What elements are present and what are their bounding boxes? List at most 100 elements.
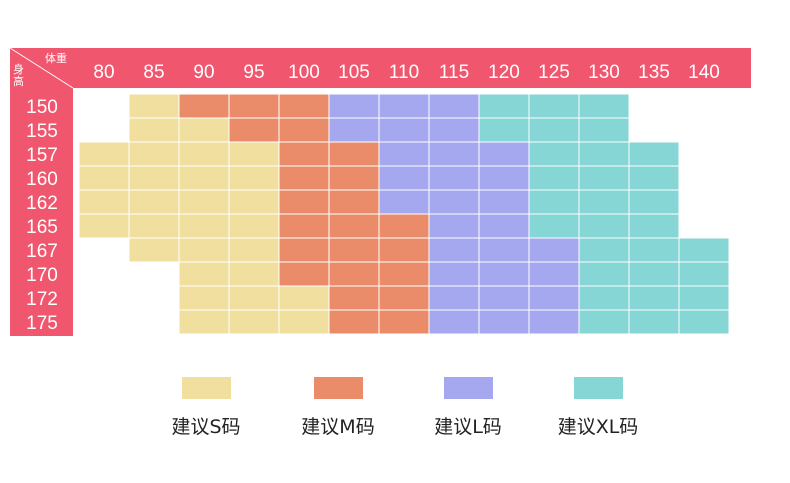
cell-165-115-l — [428, 213, 480, 239]
cell-165-85-s — [128, 213, 180, 239]
weight-label-105: 105 — [338, 62, 370, 83]
cell-167-100-m — [278, 237, 330, 263]
cell-167-110-m — [378, 237, 430, 263]
cell-165-95-s — [228, 213, 280, 239]
cell-167-105-m — [328, 237, 380, 263]
cell-167-140-xl — [678, 237, 730, 263]
cell-157-90-s — [178, 141, 230, 167]
height-label-170: 170 — [26, 265, 58, 286]
weight-label-125: 125 — [538, 62, 570, 83]
cell-175-115-l — [428, 309, 480, 335]
cell-170-100-m — [278, 261, 330, 287]
cell-167-130-xl — [578, 237, 630, 263]
cell-162-115-l — [428, 189, 480, 215]
cell-150-130-xl — [578, 93, 630, 119]
cell-175-130-xl — [578, 309, 630, 335]
cell-160-135-xl — [628, 165, 680, 191]
height-label-160: 160 — [26, 169, 58, 190]
cell-167-115-l — [428, 237, 480, 263]
cell-160-125-xl — [528, 165, 580, 191]
cell-165-110-m — [378, 213, 430, 239]
cell-155-85-s — [128, 117, 180, 143]
cell-157-115-l — [428, 141, 480, 167]
cell-172-110-m — [378, 285, 430, 311]
cell-170-110-m — [378, 261, 430, 287]
cell-150-105-l — [328, 93, 380, 119]
cell-167-85-s — [128, 237, 180, 263]
cell-175-120-l — [478, 309, 530, 335]
cell-167-125-l — [528, 237, 580, 263]
cell-155-115-l — [428, 117, 480, 143]
cell-165-100-m — [278, 213, 330, 239]
cell-160-115-l — [428, 165, 480, 191]
cell-167-135-xl — [628, 237, 680, 263]
height-label-162: 162 — [26, 193, 58, 214]
cell-160-130-xl — [578, 165, 630, 191]
cell-170-115-l — [428, 261, 480, 287]
cell-157-100-m — [278, 141, 330, 167]
height-label-155: 155 — [26, 121, 58, 142]
cell-172-140-xl — [678, 285, 730, 311]
cell-165-125-xl — [528, 213, 580, 239]
cell-172-125-l — [528, 285, 580, 311]
cell-160-85-s — [128, 165, 180, 191]
cell-172-135-xl — [628, 285, 680, 311]
cell-150-90-m — [178, 93, 230, 119]
corner-divider — [9, 47, 74, 89]
cell-155-125-xl — [528, 117, 580, 143]
cell-165-130-xl — [578, 213, 630, 239]
weight-label-95: 95 — [243, 62, 264, 83]
cell-167-90-s — [178, 237, 230, 263]
cell-162-90-s — [178, 189, 230, 215]
cell-155-110-l — [378, 117, 430, 143]
corner-height-char-2: 高 — [13, 74, 24, 88]
cell-157-95-s — [228, 141, 280, 167]
cell-162-105-m — [328, 189, 380, 215]
cell-160-110-l — [378, 165, 430, 191]
weight-label-140: 140 — [688, 62, 720, 83]
cell-150-125-xl — [528, 93, 580, 119]
corner-weight-label: 体重 — [45, 51, 67, 65]
cell-165-90-s — [178, 213, 230, 239]
cell-160-80-s — [78, 165, 130, 191]
cell-162-130-xl — [578, 189, 630, 215]
cell-157-130-xl — [578, 141, 630, 167]
cell-155-100-m — [278, 117, 330, 143]
cell-172-100-s — [278, 285, 330, 311]
cell-170-135-xl — [628, 261, 680, 287]
cell-162-80-s — [78, 189, 130, 215]
cell-172-105-m — [328, 285, 380, 311]
cell-172-130-xl — [578, 285, 630, 311]
cell-150-85-s — [128, 93, 180, 119]
cell-160-100-m — [278, 165, 330, 191]
cell-157-125-xl — [528, 141, 580, 167]
cell-162-110-l — [378, 189, 430, 215]
height-label-157: 157 — [26, 145, 58, 166]
cell-165-135-xl — [628, 213, 680, 239]
height-label-172: 172 — [26, 289, 58, 310]
cell-170-130-xl — [578, 261, 630, 287]
cell-162-95-s — [228, 189, 280, 215]
cell-157-110-l — [378, 141, 430, 167]
cell-172-120-l — [478, 285, 530, 311]
cell-150-115-l — [428, 93, 480, 119]
cell-170-125-l — [528, 261, 580, 287]
cell-175-140-xl — [678, 309, 730, 335]
cell-162-135-xl — [628, 189, 680, 215]
cell-150-120-xl — [478, 93, 530, 119]
cell-162-120-l — [478, 189, 530, 215]
cell-157-85-s — [128, 141, 180, 167]
cell-157-105-m — [328, 141, 380, 167]
cell-165-80-s — [78, 213, 130, 239]
weight-axis: 80 85 90 95 100 105 110 115 120 125 130 135 140 — [93, 62, 719, 83]
cell-165-105-m — [328, 213, 380, 239]
cell-157-80-s — [78, 141, 130, 167]
cell-150-100-m — [278, 93, 330, 119]
cell-170-140-xl — [678, 261, 730, 287]
cell-157-135-xl — [628, 141, 680, 167]
cell-150-110-l — [378, 93, 430, 119]
cell-165-120-l — [478, 213, 530, 239]
cell-170-90-s — [178, 261, 230, 287]
cell-175-125-l — [528, 309, 580, 335]
